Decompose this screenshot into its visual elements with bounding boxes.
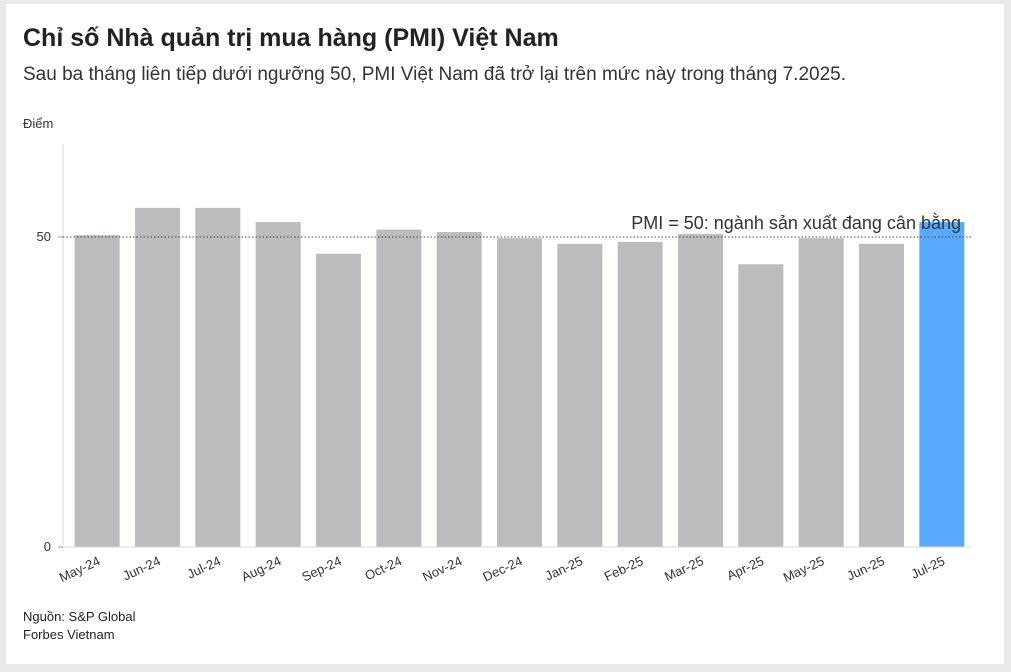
bar[interactable] xyxy=(617,241,663,547)
chart-card: Chỉ số Nhà quản trị mua hàng (PMI) Việt … xyxy=(6,4,1004,664)
chart-subtitle: Sau ba tháng liên tiếp dưới ngưỡng 50, P… xyxy=(23,64,846,85)
bar[interactable] xyxy=(798,238,844,548)
y-tick-label: 50 xyxy=(37,229,51,244)
x-tick-label: Jan-25 xyxy=(543,553,585,583)
x-tick-label: Oct-24 xyxy=(362,553,404,583)
x-tick-label: Nov-24 xyxy=(420,553,464,584)
chart-title: Chỉ số Nhà quản trị mua hàng (PMI) Việt … xyxy=(23,24,559,52)
bar[interactable] xyxy=(195,207,241,548)
x-tick-label: Feb-25 xyxy=(602,553,646,584)
y-tick-label: 0 xyxy=(44,539,51,554)
bar-chart: Điểm May-24 Jun-24 Jul-24 Aug-24 Sep-24 Oct-24… xyxy=(23,116,972,585)
bar[interactable] xyxy=(859,243,904,547)
x-tick-label: Sep-24 xyxy=(299,553,343,584)
source-note: Nguồn: S&P Global Forbes Vietnam xyxy=(23,608,136,644)
x-tick-label: Jul-25 xyxy=(909,553,947,582)
x-tick-label: Jun-25 xyxy=(844,553,886,583)
x-tick-label: May-24 xyxy=(57,553,103,585)
x-tick-label: May-25 xyxy=(781,553,827,585)
x-tick-label: Mar-25 xyxy=(662,553,706,584)
reference-line-label: PMI = 50: ngành sản xuất đang cân bằng xyxy=(631,212,961,233)
bar[interactable] xyxy=(436,232,482,548)
bar[interactable] xyxy=(738,264,784,547)
y-axis-label: Điểm xyxy=(23,116,53,131)
x-tick-label: Aug-24 xyxy=(239,553,283,584)
x-tick-label: Jun-24 xyxy=(120,553,162,583)
bar[interactable] xyxy=(376,229,422,547)
bar[interactable] xyxy=(135,207,180,548)
bar[interactable] xyxy=(497,238,542,548)
bar[interactable] xyxy=(316,253,361,548)
x-tick-label: Jul-24 xyxy=(185,553,223,582)
x-tick-label: Dec-24 xyxy=(480,553,524,584)
bar[interactable] xyxy=(557,243,603,547)
x-tick-label: Apr-25 xyxy=(724,553,766,583)
bar[interactable] xyxy=(255,222,301,547)
publisher-text: Forbes Vietnam xyxy=(23,627,115,642)
bar[interactable] xyxy=(74,235,120,547)
bar[interactable] xyxy=(919,222,965,547)
bar[interactable] xyxy=(678,233,723,547)
source-text: Nguồn: S&P Global xyxy=(23,609,136,624)
